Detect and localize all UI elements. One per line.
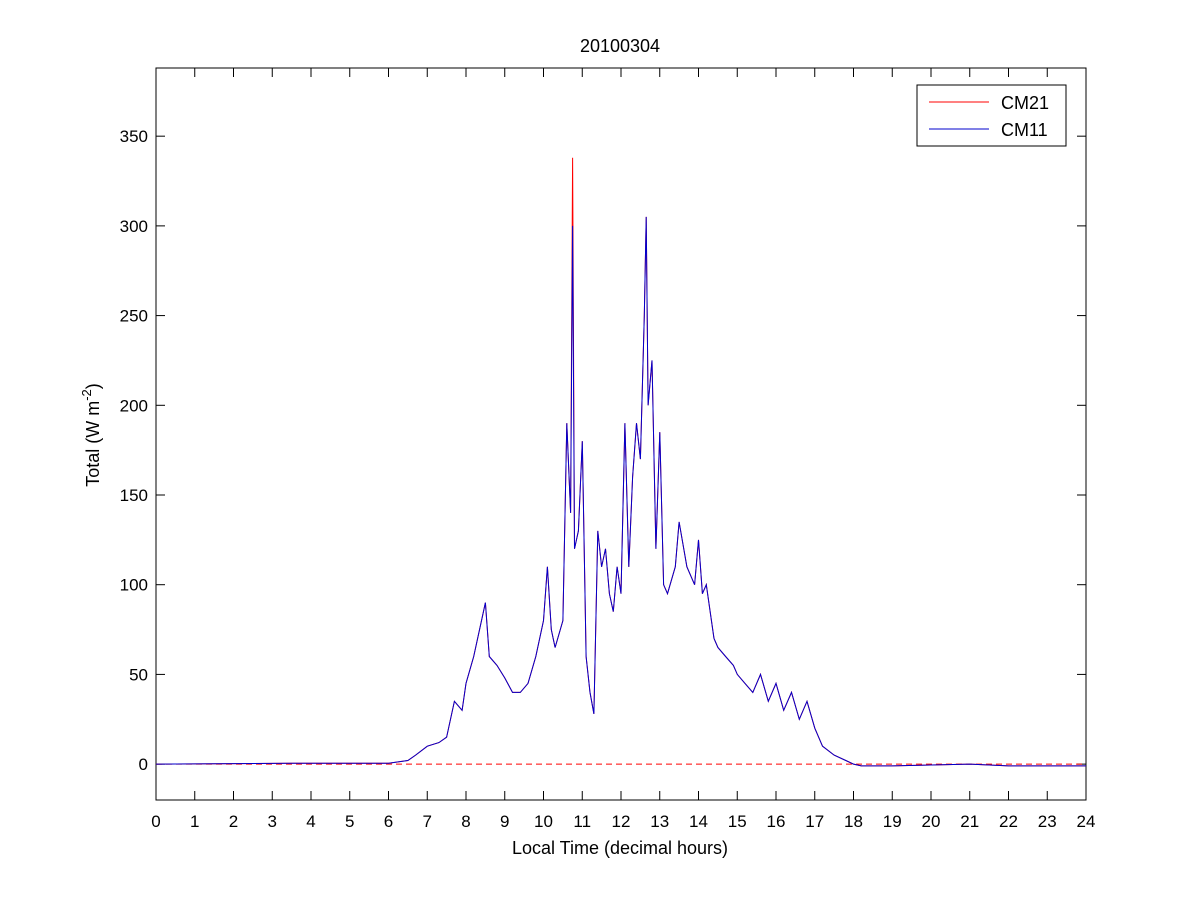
y-tick-label: 300 — [120, 217, 148, 236]
legend-label-cm11: CM11 — [1001, 120, 1048, 140]
x-tick-label: 12 — [612, 812, 631, 831]
x-tick-label: 2 — [229, 812, 238, 831]
x-tick-label: 7 — [423, 812, 432, 831]
x-tick-label: 0 — [151, 812, 160, 831]
x-axis-label: Local Time (decimal hours) — [512, 838, 728, 858]
y-tick-label: 50 — [129, 665, 148, 684]
y-axis-label-prefix: Total (W m — [83, 401, 103, 487]
x-tick-label: 15 — [728, 812, 747, 831]
x-tick-label: 24 — [1077, 812, 1096, 831]
x-tick-label: 11 — [573, 812, 591, 831]
x-tick-label: 4 — [306, 812, 315, 831]
x-tick-label: 22 — [999, 812, 1018, 831]
y-tick-label: 200 — [120, 396, 148, 415]
plot-area: 0 1 2 3 4 5 6 7 8 9 10 11 12 13 14 15 16 17 18 19 20 21 22 23 24… — [120, 67, 1096, 831]
series-line-cm11 — [155, 216, 1086, 767]
y-tick-label: 0 — [139, 755, 148, 774]
x-tick-label: 3 — [268, 812, 277, 831]
x-tick-label: 1 — [190, 812, 199, 831]
y-tick-label: 150 — [120, 486, 148, 505]
legend-box — [916, 84, 1067, 147]
x-tick-label: 13 — [650, 812, 669, 831]
series-line-cm21 — [155, 157, 1086, 767]
x-tick-label: 21 — [960, 812, 979, 831]
y-tick-label: 350 — [120, 127, 148, 146]
x-tick-label: 16 — [767, 812, 786, 831]
x-tick-label: 19 — [883, 812, 902, 831]
legend: CM21 CM11 — [916, 84, 1067, 147]
y-axis-label-superscript: -2 — [79, 389, 94, 401]
y-tick-label: 250 — [120, 307, 148, 326]
x-tick-label: 17 — [805, 812, 824, 831]
axes-frame — [155, 67, 1087, 801]
x-tick-label: 20 — [922, 812, 941, 831]
x-tick-label: 9 — [500, 812, 509, 831]
x-tick-label: 10 — [534, 812, 553, 831]
chart-title: 20100304 — [580, 36, 660, 56]
x-tick-label: 8 — [461, 812, 470, 831]
y-axis-label: Total (W m-2) — [79, 383, 103, 487]
y-axis-label-suffix: ) — [83, 383, 103, 389]
x-tick-label: 5 — [345, 812, 354, 831]
x-tick-label: 23 — [1038, 812, 1057, 831]
y-tick-label: 100 — [120, 576, 148, 595]
x-tick-label: 14 — [689, 812, 708, 831]
x-tick-label: 6 — [384, 812, 393, 831]
x-tick-label: 18 — [844, 812, 863, 831]
legend-label-cm21: CM21 — [1001, 93, 1049, 113]
